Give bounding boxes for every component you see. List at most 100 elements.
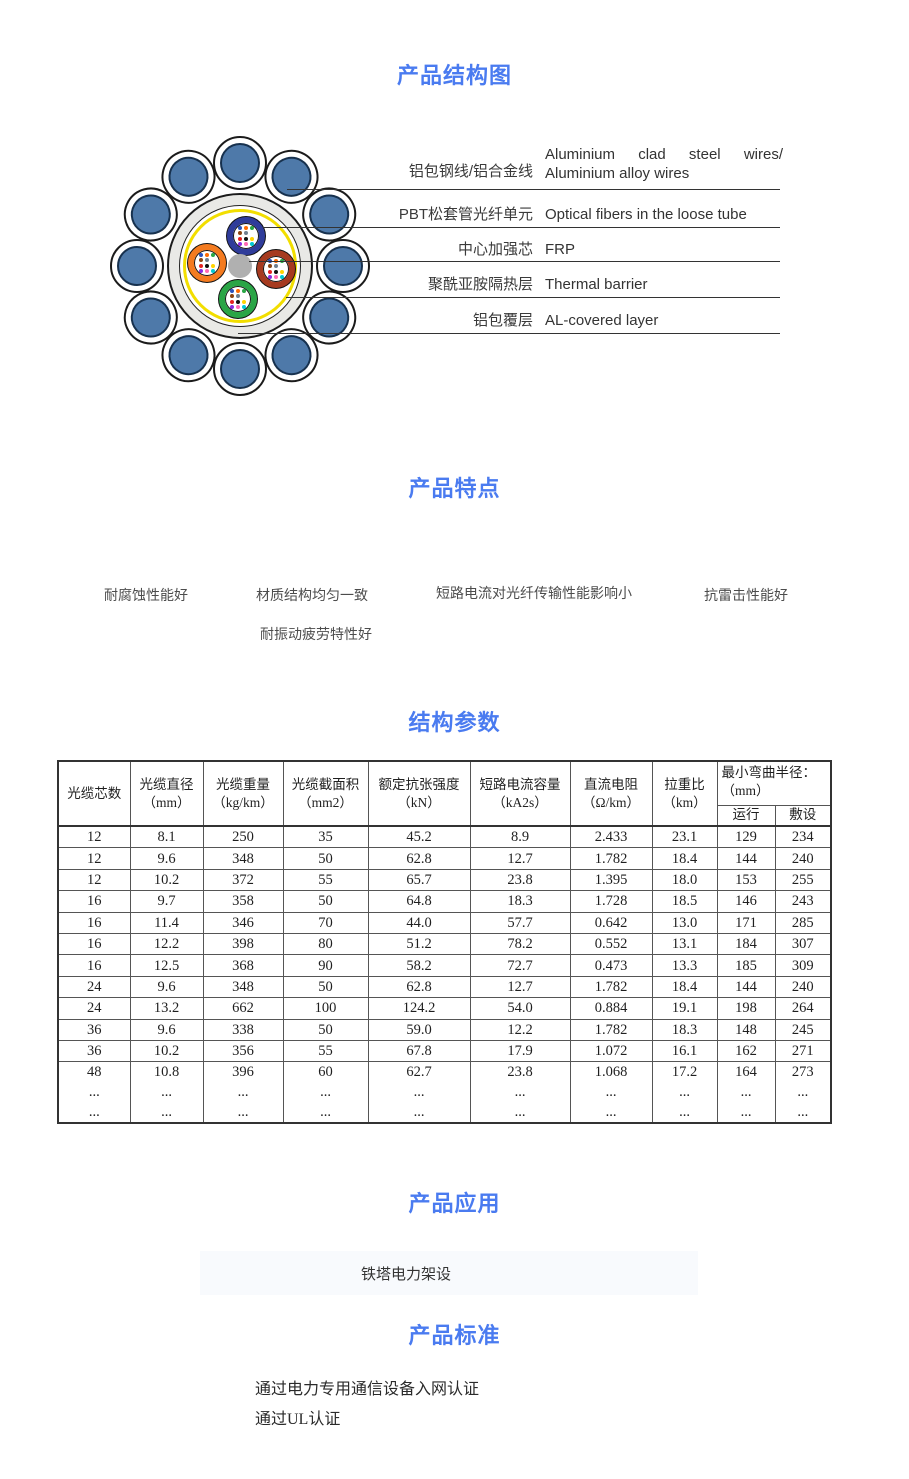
table-cell: 18.4: [651, 847, 718, 870]
fiber-dot: [242, 288, 246, 293]
fiber-dot: [205, 269, 209, 274]
table-cell: 285: [774, 911, 832, 934]
table-cell: 16: [57, 954, 131, 977]
table-cell: 24: [57, 975, 131, 999]
table-cell: 348: [202, 975, 284, 999]
fiber-dot: [242, 305, 246, 310]
table-cell: 23.8 ... ...: [469, 1061, 571, 1124]
table-row: 12 10.2 372 55 65.7 23.8 1.395 18.0 153 255: [57, 868, 832, 892]
col-header: 光缆芯数: [57, 760, 131, 827]
fiber-dot: [250, 242, 254, 247]
table-cell: 16: [57, 890, 131, 913]
fiber-dot: [280, 275, 284, 280]
fiber-dot: [268, 275, 272, 280]
table-cell: 10.2: [129, 1039, 204, 1063]
table-cell: 184: [716, 932, 776, 956]
table-cell: 144: [716, 847, 776, 870]
fiber-dot: [242, 299, 246, 304]
table-cell: 0.552: [569, 932, 653, 956]
table-cell: 0.473: [569, 954, 653, 977]
table-cell: 16: [57, 932, 131, 956]
table-cell: 1.782: [569, 1018, 653, 1041]
loose-tube-red: [257, 250, 295, 288]
table-cell: 18.5: [651, 890, 718, 913]
steel-wire: [316, 239, 370, 293]
fiber-dot: [230, 294, 234, 299]
table-cell: 45.2: [367, 825, 471, 849]
table-cell: 12.5: [129, 954, 204, 977]
fiber-dot: [205, 263, 209, 268]
table-cell: 13.1: [651, 932, 718, 956]
table-cell: 0.642: [569, 911, 653, 934]
fiber-dot: [244, 225, 248, 230]
fiber-dots: [225, 286, 251, 312]
diagram-label-en: Aluminium clad steel wires/ Aluminium al…: [545, 146, 783, 182]
table-cell: 234: [774, 825, 832, 849]
table-cell: 273 ... ...: [774, 1061, 832, 1124]
table-cell: 54.0: [469, 997, 571, 1020]
fiber-dot: [244, 236, 248, 241]
col-header: 拉重比 （km）: [651, 760, 718, 827]
diagram-label-en: Thermal barrier: [545, 276, 648, 293]
table-cell: 129: [716, 825, 776, 849]
table-cell: 57.7: [469, 911, 571, 934]
fiber-dot: [236, 288, 240, 293]
fiber-dot: [238, 231, 242, 236]
fiber-dot: [274, 264, 278, 269]
table-row: 24 9.6 348 50 62.8 12.7 1.782 18.4 144 240: [57, 975, 832, 999]
table-cell: 1.072: [569, 1039, 653, 1063]
fiber-dot: [274, 275, 278, 280]
table-cell: 62.8: [367, 975, 471, 999]
table-row: 36 9.6 338 50 59.0 12.2 1.782 18.3 148 245: [57, 1018, 832, 1041]
fiber-dot: [236, 294, 240, 299]
table-cell: 12.7: [469, 847, 571, 870]
feature-item: 材质结构均匀一致: [256, 587, 368, 603]
leader-line: [287, 189, 780, 190]
feature-item: 短路电流对光纤传输性能影响小: [436, 585, 632, 601]
fiber-dot: [280, 258, 284, 263]
fiber-dot: [205, 252, 209, 257]
table-cell: 1.782: [569, 847, 653, 870]
table-cell: 13.3: [651, 954, 718, 977]
table-cell: 9.6: [129, 975, 204, 999]
diagram-label-zh: 中心加强芯: [457, 241, 533, 258]
section-title-parameters: 结构参数: [408, 710, 501, 735]
table-cell: 368: [202, 954, 284, 977]
steel-wire: [110, 239, 164, 293]
table-cell: 9.6: [129, 1018, 204, 1041]
table-cell: 50: [282, 847, 369, 870]
table-cell: 356: [202, 1039, 284, 1063]
table-cell: 264: [774, 997, 832, 1020]
standard-item: 通过UL认证: [255, 1411, 341, 1428]
table-row: 16 11.4 346 70 44.0 57.7 0.642 13.0 171 285: [57, 911, 832, 934]
fiber-dots: [263, 256, 289, 282]
table-cell: 124.2: [367, 997, 471, 1020]
table-cell: 338: [202, 1018, 284, 1041]
cable-cross-section: [110, 136, 370, 396]
col-header: 光缆截面积 （mm2）: [282, 760, 369, 827]
fiber-dot: [205, 258, 209, 263]
table-cell: 0.884: [569, 997, 653, 1020]
steel-wire: [213, 136, 267, 190]
table-cell: 1.782: [569, 975, 653, 999]
table-cell: 18.0: [651, 868, 718, 892]
fiber-dot: [236, 299, 240, 304]
table-cell: 16: [57, 911, 131, 934]
fiber-dot: [230, 305, 234, 310]
table-cell: 662: [202, 997, 284, 1020]
table-cell: 17.2 ... ...: [651, 1061, 718, 1124]
application-band: 铁塔电力架设: [200, 1251, 698, 1295]
fiber-dot: [274, 269, 278, 274]
table-cell: 398: [202, 932, 284, 956]
loose-tube-green: [219, 280, 257, 318]
fiber-dot: [244, 231, 248, 236]
diagram-label-en: Optical fibers in the loose tube: [545, 206, 747, 223]
fiber-dot: [280, 264, 284, 269]
feature-item: 耐振动疲劳特性好: [260, 626, 372, 642]
fiber-dot: [244, 242, 248, 247]
table-row: 16 12.2 398 80 51.2 78.2 0.552 13.1 184 307: [57, 932, 832, 956]
fiber-dot: [268, 258, 272, 263]
fiber-dot: [211, 258, 215, 263]
table-cell: 62.7 ... ...: [367, 1061, 471, 1124]
